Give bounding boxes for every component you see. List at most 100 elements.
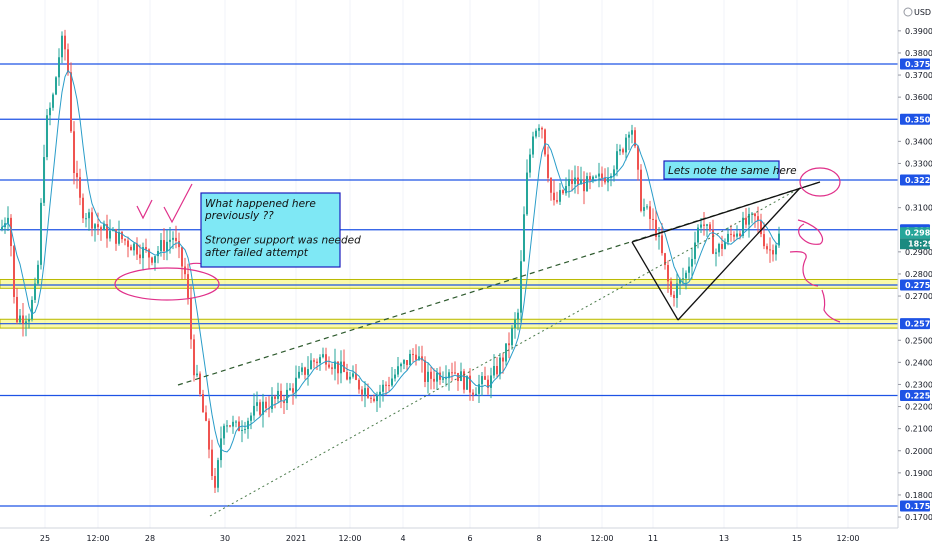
candle-body	[304, 367, 306, 375]
candle-body	[223, 425, 225, 439]
candle-body	[127, 240, 129, 247]
wedge-upper-line[interactable]	[631, 181, 821, 243]
grid	[44, 0, 849, 528]
candle-body	[283, 400, 285, 404]
current-price-tag-bg	[900, 227, 930, 239]
candle-body	[142, 247, 144, 259]
candle-body	[70, 72, 72, 132]
time-tick-label: 12:00	[590, 534, 613, 543]
candle-body	[676, 283, 678, 298]
candle-body	[319, 357, 321, 364]
candle-body	[700, 224, 702, 228]
candle-body	[406, 360, 408, 366]
candle-body	[691, 258, 693, 267]
time-axis[interactable]: 25 12:00 28 30 2021 12:00 4 6 8 12:00 11 13 15 12:00	[0, 527, 898, 550]
candle-body	[352, 373, 354, 377]
candle-body	[583, 179, 585, 192]
candle-body	[556, 200, 558, 202]
candle-body	[640, 169, 642, 211]
candle-body	[37, 264, 39, 284]
candle-body	[124, 239, 126, 241]
candle-body	[13, 246, 15, 297]
wedge-lower-line[interactable]	[677, 187, 801, 321]
candle-body	[415, 354, 417, 360]
price-axis-bg	[898, 0, 932, 550]
candle-body	[412, 353, 414, 355]
candle-body	[364, 388, 366, 395]
candle-body	[235, 421, 237, 423]
candle-body	[541, 127, 543, 130]
candle-body	[376, 395, 378, 402]
candle-body	[418, 356, 420, 360]
time-tick-label: 12:00	[836, 534, 859, 543]
wedge-left-line[interactable]	[631, 241, 679, 321]
time-tick-label: 12:00	[338, 534, 361, 543]
candle-body	[475, 393, 477, 395]
candle-body	[175, 237, 177, 241]
candle-body	[598, 173, 600, 177]
candle-body	[61, 35, 63, 58]
candle-body	[250, 415, 252, 421]
note-1-line: previously ??	[204, 210, 274, 222]
time-tick-label: 15	[792, 534, 802, 543]
candle-body	[316, 361, 318, 364]
candle-body	[523, 214, 525, 262]
candle-body	[22, 315, 24, 324]
candle-body	[103, 224, 105, 231]
candle-body	[688, 266, 690, 273]
candle-body	[193, 339, 195, 376]
candle-body	[505, 343, 507, 362]
candle-body	[652, 218, 654, 220]
candle-body	[733, 234, 735, 237]
candle-body	[532, 136, 534, 155]
candle-body	[514, 319, 516, 328]
currency-icon[interactable]	[903, 7, 913, 17]
candle-body	[31, 299, 33, 320]
candle-body	[778, 233, 780, 246]
candle-body	[502, 357, 504, 362]
candle-body	[706, 224, 708, 226]
candle-body	[634, 130, 636, 147]
candle-body	[499, 357, 501, 375]
candle-body	[265, 401, 267, 409]
candle-body	[253, 405, 255, 416]
time-tick-label: 30	[220, 534, 230, 543]
candle-body	[433, 378, 435, 382]
candle-body	[442, 378, 444, 380]
candle-body	[313, 360, 315, 362]
candle-body	[295, 377, 297, 393]
candle-body	[403, 360, 405, 364]
candle-body	[727, 233, 729, 243]
candle-body	[139, 254, 141, 259]
candle-body	[310, 360, 312, 370]
candle-body	[64, 35, 66, 50]
candle-body	[664, 253, 666, 266]
time-tick-label: 8	[536, 534, 541, 543]
candle-body	[331, 367, 333, 369]
note-box-2[interactable]	[663, 160, 780, 180]
note-box-1[interactable]	[200, 192, 341, 268]
currency-label[interactable]: USD	[914, 8, 931, 17]
freehand-annotations	[114, 167, 841, 323]
level-tag-bg	[900, 113, 930, 125]
note-1-line: What happened here	[205, 198, 316, 210]
level-tag-bg	[900, 390, 930, 401]
candle-body	[625, 137, 627, 153]
candle-body	[427, 371, 429, 382]
candle-body	[85, 218, 87, 220]
candle-body	[745, 217, 747, 225]
candle-body	[736, 233, 738, 237]
candle-body	[301, 367, 303, 372]
candle-body	[718, 244, 720, 253]
candle-body	[178, 240, 180, 248]
candle-body	[211, 449, 213, 476]
candle-body	[67, 49, 69, 73]
candle-body	[271, 396, 273, 410]
